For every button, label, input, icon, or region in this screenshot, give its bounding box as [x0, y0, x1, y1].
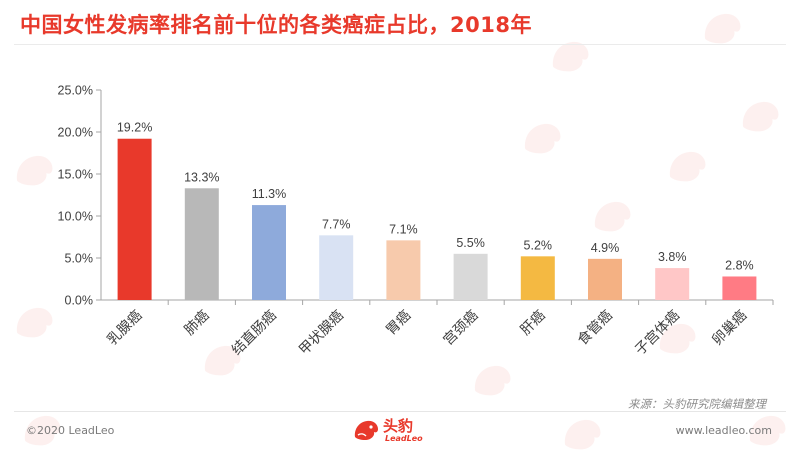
- bar-10: [722, 276, 757, 300]
- y-tick-label: 20.0%: [58, 126, 93, 140]
- y-tick-label: 0.0%: [65, 294, 94, 308]
- y-tick-label: 5.0%: [65, 252, 94, 266]
- logo-text-en: LeadLeo: [385, 434, 423, 443]
- bar-7: [520, 256, 555, 300]
- data-label: 7.1%: [389, 222, 418, 236]
- data-label: 11.3%: [252, 187, 287, 201]
- data-label: 19.2%: [117, 121, 152, 135]
- bar-9: [655, 268, 690, 300]
- data-label: 4.9%: [591, 241, 620, 255]
- watermark-logo-icon: [560, 414, 604, 458]
- bar-chart: 0.0% 5.0% 10.0% 15.0% 20.0% 25.0% 19.2% 乳腺癌 13.3…: [58, 84, 774, 359]
- x-tick-label: 乳腺癌: [104, 308, 145, 349]
- y-tick-label: 15.0%: [58, 168, 93, 182]
- title-divider: [14, 44, 786, 45]
- data-label: 7.7%: [322, 217, 351, 231]
- x-tick-label: 胃癌: [383, 308, 414, 339]
- x-tick-label: 子宫体癌: [632, 308, 683, 359]
- copyright-text: ©2020 LeadLeo: [26, 424, 115, 437]
- bar-8: [588, 258, 622, 300]
- website-link[interactable]: www.leadleo.com: [675, 424, 772, 437]
- x-tick-label: 甲状腺癌: [296, 308, 347, 359]
- data-label: 5.2%: [524, 238, 553, 252]
- x-tick-label: 结直肠癌: [228, 307, 280, 359]
- bar-2: [184, 188, 219, 300]
- x-tick-label: 宫颈癌: [440, 308, 481, 349]
- bar-5: [386, 240, 421, 300]
- bar-1: [117, 138, 152, 300]
- data-label: 5.5%: [456, 236, 485, 250]
- data-label: 13.3%: [184, 170, 219, 184]
- data-label: 3.8%: [658, 250, 687, 264]
- x-tick-label: 肺癌: [182, 308, 213, 339]
- bar-6: [453, 253, 488, 300]
- x-tick-label: 肝癌: [518, 308, 549, 339]
- source-note: 来源：头豹研究院编辑整理: [628, 397, 766, 411]
- y-tick-label: 25.0%: [58, 84, 93, 98]
- x-tick-label: 卵巢癌: [709, 308, 750, 349]
- logo-text-cn: 头豹: [383, 417, 414, 435]
- chart-title: 中国女性发病率排名前十位的各类癌症占比，2018年: [20, 13, 532, 37]
- y-tick-label: 10.0%: [58, 210, 93, 224]
- bar-3: [252, 205, 286, 300]
- leadleo-logo: 头豹 LeadLeo: [352, 415, 452, 447]
- bar-4: [319, 235, 354, 300]
- leopard-logo-icon: [354, 420, 378, 440]
- data-label: 2.8%: [725, 258, 754, 272]
- footer-divider: [14, 411, 786, 412]
- x-tick-label: 食管癌: [574, 307, 616, 349]
